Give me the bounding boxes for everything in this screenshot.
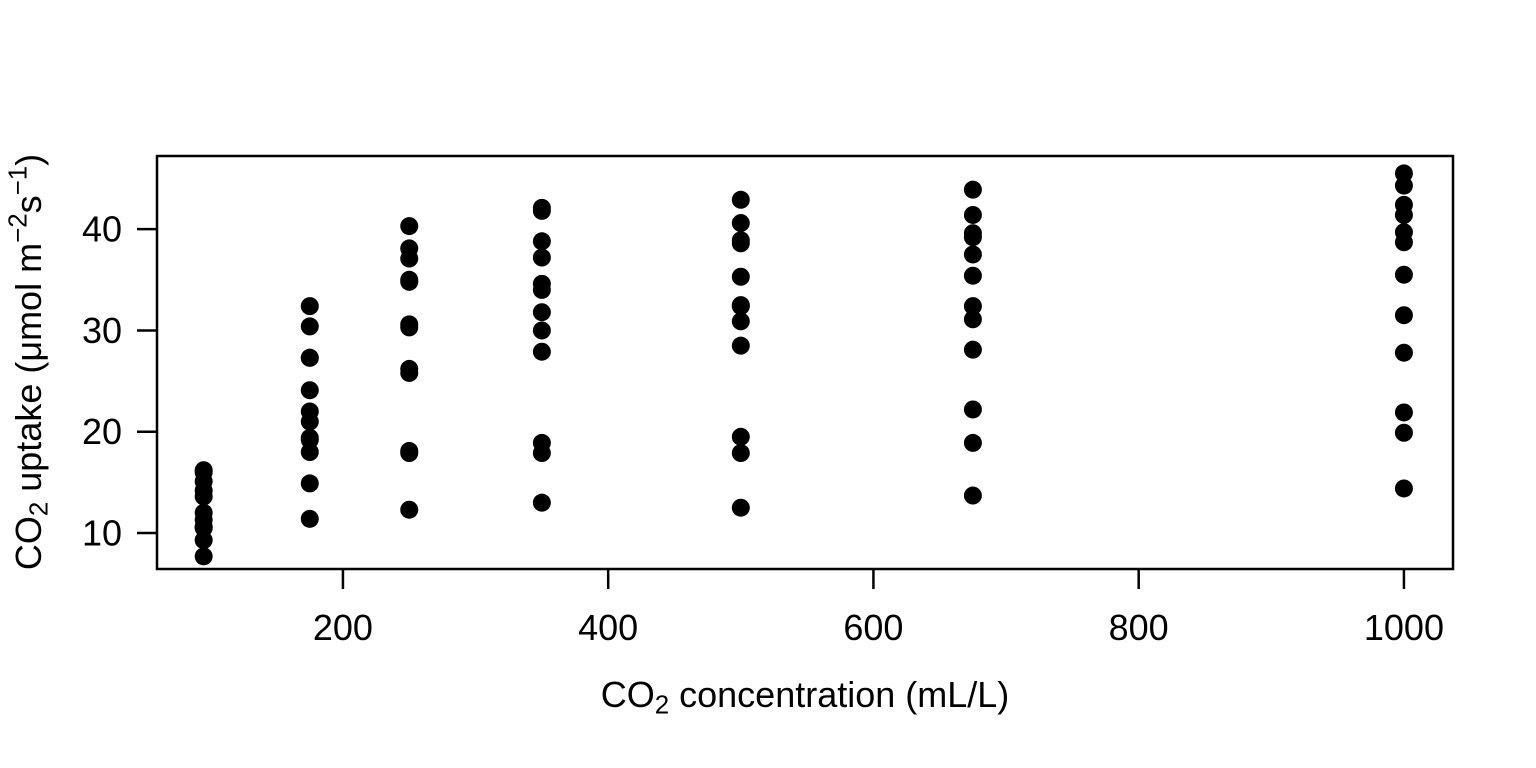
data-point bbox=[194, 547, 213, 566]
data-point bbox=[1394, 233, 1413, 252]
data-point bbox=[963, 310, 982, 329]
data-point bbox=[1394, 205, 1413, 224]
data-point bbox=[532, 321, 551, 340]
axis-title-segment: concentration (mL/L) bbox=[669, 674, 1010, 715]
data-point bbox=[532, 232, 551, 251]
data-point bbox=[532, 342, 551, 361]
data-point bbox=[731, 231, 750, 250]
data-point bbox=[532, 493, 551, 512]
data-point bbox=[400, 239, 419, 258]
data-point bbox=[731, 190, 750, 209]
axis-title-segment: CO bbox=[600, 674, 655, 715]
data-point bbox=[731, 297, 750, 316]
data-point bbox=[400, 270, 419, 289]
data-point bbox=[963, 266, 982, 285]
y-tick-label: 20 bbox=[82, 411, 122, 452]
axis-title-segment: CO bbox=[7, 516, 49, 571]
axis-title-segment: 2 bbox=[25, 501, 54, 517]
data-point bbox=[400, 500, 419, 519]
x-tick-label: 800 bbox=[1109, 607, 1169, 648]
axis-title-segment: ) bbox=[7, 153, 49, 166]
x-axis-title: CO2 concentration (mL/L) bbox=[601, 674, 1010, 726]
data-point bbox=[400, 217, 419, 236]
data-point bbox=[1394, 164, 1413, 183]
axis-title-segment: s bbox=[7, 195, 49, 214]
data-point bbox=[963, 297, 982, 316]
data-point bbox=[731, 498, 750, 517]
x-tick-label: 600 bbox=[843, 607, 903, 648]
x-tick-label: 200 bbox=[313, 607, 373, 648]
data-point bbox=[1394, 403, 1413, 422]
data-point bbox=[400, 363, 419, 382]
data-point bbox=[1394, 479, 1413, 498]
axis-title-segment: −2 bbox=[4, 213, 33, 243]
data-point bbox=[194, 517, 213, 536]
data-point bbox=[300, 509, 319, 528]
y-axis-title: CO2 uptake (μmol m−2s−1) bbox=[0, 154, 60, 570]
data-point bbox=[300, 402, 319, 421]
data-point bbox=[731, 427, 750, 446]
data-point bbox=[300, 348, 319, 367]
data-point bbox=[400, 315, 419, 334]
data-point bbox=[300, 317, 319, 336]
y-tick-label: 30 bbox=[82, 310, 122, 351]
data-point bbox=[963, 400, 982, 419]
data-point bbox=[963, 180, 982, 199]
x-tick-label: 1000 bbox=[1364, 607, 1444, 648]
data-point bbox=[731, 312, 750, 331]
data-point bbox=[963, 245, 982, 264]
axis-title-segment: −1 bbox=[4, 165, 33, 196]
axis-title-segment: 2 bbox=[654, 691, 670, 720]
data-point bbox=[300, 442, 319, 461]
data-point bbox=[1394, 306, 1413, 325]
plot-frame bbox=[155, 154, 1455, 571]
data-point bbox=[1394, 265, 1413, 284]
data-point bbox=[300, 428, 319, 447]
data-point bbox=[532, 303, 551, 322]
data-point bbox=[963, 205, 982, 224]
data-point bbox=[731, 336, 750, 355]
data-point bbox=[963, 340, 982, 359]
data-point bbox=[300, 381, 319, 400]
data-point bbox=[731, 214, 750, 233]
y-tick-label: 10 bbox=[82, 513, 122, 554]
data-point bbox=[963, 224, 982, 243]
data-point bbox=[532, 198, 551, 217]
data-point bbox=[1394, 343, 1413, 362]
data-point bbox=[300, 474, 319, 493]
y-tick-label: 40 bbox=[82, 209, 122, 250]
x-tick-label: 400 bbox=[578, 607, 638, 648]
axis-title-segment: uptake (μmol m bbox=[7, 242, 49, 502]
data-point bbox=[731, 444, 750, 463]
data-point bbox=[532, 248, 551, 267]
data-point bbox=[532, 444, 551, 463]
data-point bbox=[1394, 423, 1413, 442]
data-point bbox=[194, 472, 213, 491]
data-point bbox=[300, 297, 319, 316]
data-point bbox=[731, 267, 750, 286]
data-point bbox=[400, 444, 419, 463]
data-point bbox=[963, 486, 982, 505]
data-point bbox=[532, 280, 551, 299]
data-point bbox=[963, 433, 982, 452]
